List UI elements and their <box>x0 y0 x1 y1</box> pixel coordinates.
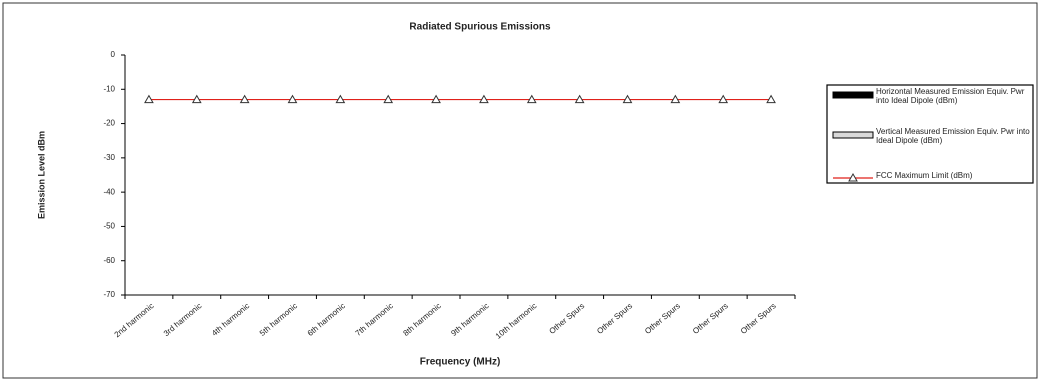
legend-entry: Horizontal Measured Emission Equiv. Pwr … <box>876 87 1025 105</box>
x-tick-label: 2nd harmonic <box>113 301 156 339</box>
x-tick-label: 3rd harmonic <box>162 301 204 338</box>
marker <box>239 94 250 104</box>
marker <box>144 94 154 104</box>
y-axis-title: Emission Level dBm <box>36 131 46 219</box>
y-tick-label: -60 <box>103 256 115 265</box>
x-tick-label: Other Spurs <box>739 301 778 336</box>
x-axis-title: Frequency (MHz) <box>420 357 501 368</box>
x-tick-label: 6th harmonic <box>306 301 347 338</box>
chart-title: Radiated Spurious Emissions <box>409 22 551 33</box>
legend-label: Vertical Measured Emission Equiv. Pwr in… <box>876 127 1030 145</box>
x-tick-label: 5th harmonic <box>258 301 299 338</box>
legend-label: FCC Maximum Limit (dBm) <box>876 171 973 180</box>
y-tick-label: -70 <box>103 290 115 299</box>
legend-swatch <box>832 91 874 99</box>
y-tick-label: -20 <box>103 119 115 128</box>
legend-entry: FCC Maximum Limit (dBm) <box>876 171 973 180</box>
x-tick-label: Other Spurs <box>643 301 682 336</box>
chart-border <box>2 2 1038 379</box>
y-tick-label: 0 <box>111 50 116 59</box>
marker <box>766 94 776 104</box>
marker <box>479 94 489 104</box>
x-tick-label: 10th harmonic <box>494 301 539 340</box>
legend-marker <box>848 172 858 182</box>
marker <box>670 94 681 104</box>
marker <box>335 94 346 104</box>
y-tick-label: -10 <box>103 84 115 93</box>
marker <box>622 94 633 104</box>
y-tick-label: -30 <box>103 153 115 162</box>
x-tick-label: 9th harmonic <box>449 301 490 338</box>
marker <box>718 94 729 104</box>
x-tick-label: Other Spurs <box>595 301 634 336</box>
x-tick-label: Other Spurs <box>547 301 586 336</box>
marker <box>383 94 394 104</box>
y-tick-label: -40 <box>103 187 115 196</box>
x-tick-label: Other Spurs <box>691 301 730 336</box>
marker <box>431 94 441 104</box>
x-tick-label: 4th harmonic <box>210 301 251 338</box>
legend-swatch <box>832 131 874 139</box>
y-tick-label: -50 <box>103 222 115 231</box>
legend-entry: Vertical Measured Emission Equiv. Pwr in… <box>876 127 1030 145</box>
x-tick-label: 7th harmonic <box>354 301 395 338</box>
marker <box>191 94 202 104</box>
marker <box>574 94 585 104</box>
marker <box>526 94 537 104</box>
marker <box>287 94 298 104</box>
legend-label: Horizontal Measured Emission Equiv. Pwr … <box>876 87 1025 105</box>
x-tick-label: 8th harmonic <box>401 301 442 338</box>
